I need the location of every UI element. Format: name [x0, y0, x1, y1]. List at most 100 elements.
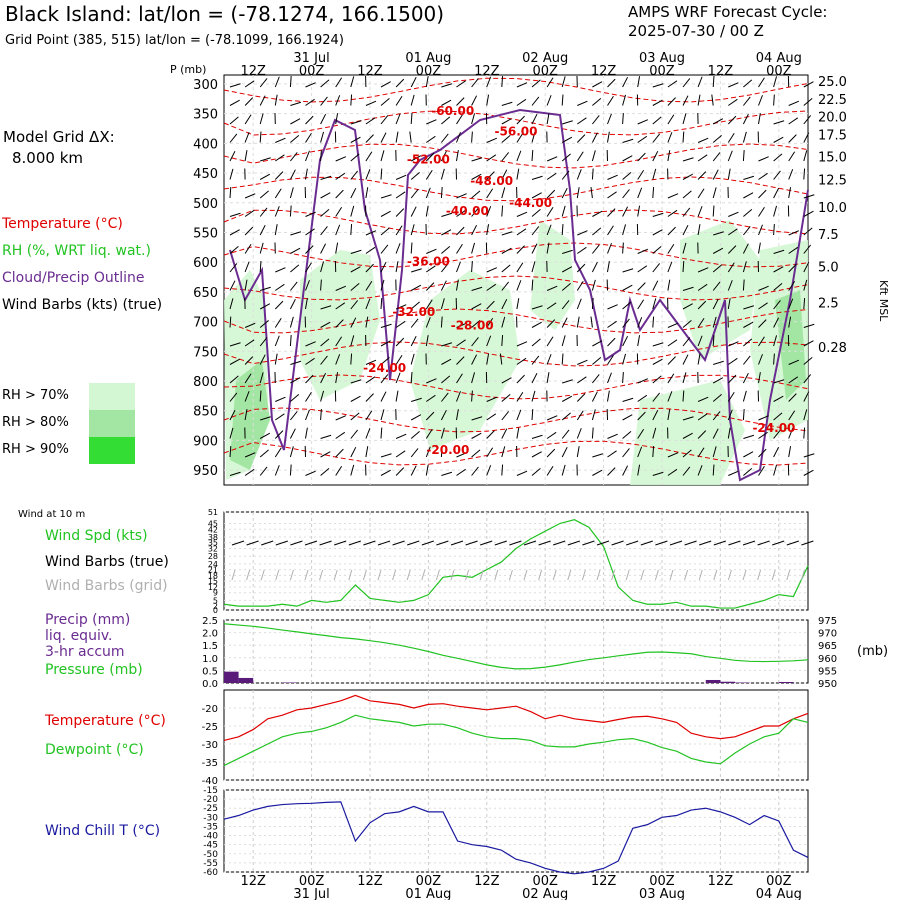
wind-barb	[713, 231, 724, 236]
wind-10m-grid-barb	[333, 569, 338, 581]
top-date-label-0: 31 Jul	[293, 51, 329, 66]
wind-barb	[607, 95, 614, 106]
wind-barb	[561, 187, 568, 199]
temperature-tick-3: -35	[202, 758, 218, 769]
wind-barb	[652, 409, 659, 421]
pressure-tick-500: 500	[193, 197, 218, 212]
wind-barb	[803, 194, 815, 199]
model-grid-label: Model Grid ΔX:	[3, 128, 115, 146]
wind-barb	[350, 412, 360, 421]
temperature-contour-label-7: -32.00	[392, 305, 435, 319]
wind-barb	[803, 297, 806, 310]
wind-barb	[244, 209, 255, 217]
wind-barb	[274, 188, 282, 199]
wind-barb	[591, 279, 596, 291]
wind-barb	[607, 320, 617, 328]
wind-barb	[546, 95, 552, 106]
wind-barb	[546, 206, 554, 217]
wind-barb	[743, 209, 753, 217]
temperature-tick-2: -30	[202, 740, 218, 751]
wind-barb	[441, 83, 453, 88]
wind-barb	[803, 469, 814, 476]
wind-barb	[410, 206, 417, 217]
wind-barb	[259, 372, 264, 384]
wind-10m-grid-barb	[465, 569, 470, 581]
wind-barb	[516, 409, 522, 421]
wind-10m-grid-barb	[727, 569, 732, 581]
wind-barb	[259, 242, 264, 254]
wind-barb	[350, 153, 360, 162]
wind-barb	[350, 353, 353, 365]
wind-barb	[471, 224, 478, 236]
wind-barb	[410, 465, 417, 476]
wind-barb	[682, 390, 685, 402]
wind-barb	[380, 357, 390, 365]
wind-barb	[290, 377, 301, 384]
wind-barb	[742, 149, 745, 162]
wind-barb	[275, 154, 285, 162]
wind-barb	[426, 394, 436, 402]
top-time-label-8: 12Z	[708, 64, 734, 79]
wind-barb	[501, 118, 512, 125]
wind-barb	[697, 267, 709, 273]
legend-surface-temperature: Temperature (°C)	[45, 713, 166, 729]
wind-barb	[501, 281, 510, 291]
wind-barb	[350, 317, 357, 328]
wind-barb	[773, 429, 781, 439]
wind-barb	[486, 300, 495, 310]
wind-10m-grid-barb	[392, 569, 397, 581]
wind-tick-14: 2	[213, 602, 218, 611]
temperature-contour-0	[223, 77, 809, 103]
wind-barb	[395, 320, 406, 328]
wind-barb	[788, 298, 794, 310]
legend-pressure: Pressure (mb)	[45, 662, 143, 678]
wind-barb	[305, 391, 312, 402]
wind-10m-barb	[494, 540, 507, 546]
wind-barb	[682, 190, 692, 199]
bottom-time-label-1: 00Z	[299, 874, 325, 889]
top-time-label-4: 12Z	[474, 64, 500, 79]
wind-barb	[622, 335, 629, 347]
wind-barb	[320, 434, 332, 439]
wind-barb	[803, 115, 812, 125]
wind-barb	[773, 223, 775, 236]
wind-barb	[516, 298, 520, 310]
wind-barb	[773, 317, 780, 328]
top-time-label-0: 12Z	[240, 64, 266, 79]
wind-barb	[350, 170, 359, 180]
wind-barb	[546, 319, 556, 328]
wind-barb	[365, 428, 371, 439]
wind-barb	[425, 411, 435, 421]
wind-barb	[682, 416, 694, 421]
wind-barb	[320, 149, 322, 162]
wind-barb	[335, 77, 343, 88]
wind-10m-grid-barb	[348, 569, 353, 581]
wind-10m-grid-barb	[786, 569, 791, 581]
bottom-time-label-5: 00Z	[532, 874, 558, 889]
wind-barb	[531, 226, 540, 236]
wind-barb	[441, 229, 452, 236]
wind-barb	[773, 464, 778, 476]
wind-barb	[743, 338, 753, 347]
wind-barb	[456, 373, 463, 384]
wind-barb	[712, 377, 724, 384]
wind-10m-barb	[611, 540, 624, 546]
wind-10m-grid-barb	[319, 569, 324, 581]
wind-barb	[425, 205, 429, 217]
wind-barb	[667, 391, 673, 402]
wind-barb	[244, 97, 254, 106]
wind-barb	[229, 212, 241, 217]
pressure-tick-800: 800	[193, 375, 218, 390]
wind-barb	[637, 335, 641, 347]
legend-dewpoint: Dewpoint (°C)	[45, 742, 144, 758]
wind-barb	[622, 284, 633, 291]
wind-barb	[546, 448, 556, 458]
wind-barb	[395, 191, 406, 199]
wind-barb	[290, 135, 300, 143]
wind-barb	[788, 187, 792, 199]
wind-barb	[652, 375, 662, 384]
wind-barb	[713, 360, 724, 365]
wind-barb	[561, 223, 564, 236]
wind-barb	[471, 354, 478, 365]
wind-barb	[788, 230, 800, 236]
